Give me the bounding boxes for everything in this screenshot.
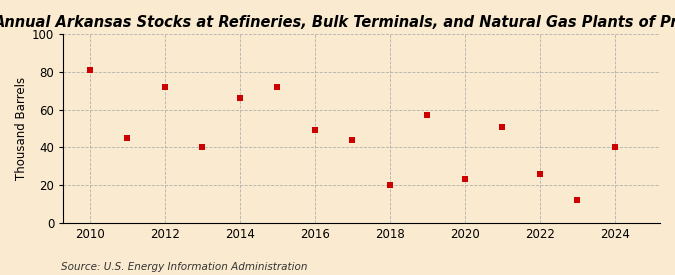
Text: Source: U.S. Energy Information Administration: Source: U.S. Energy Information Administ… bbox=[61, 262, 307, 272]
Point bbox=[122, 136, 132, 140]
Point bbox=[422, 113, 433, 117]
Y-axis label: Thousand Barrels: Thousand Barrels bbox=[15, 77, 28, 180]
Point bbox=[610, 145, 620, 150]
Point bbox=[197, 145, 208, 150]
Title: Annual Arkansas Stocks at Refineries, Bulk Terminals, and Natural Gas Plants of : Annual Arkansas Stocks at Refineries, Bu… bbox=[0, 15, 675, 30]
Point bbox=[572, 198, 583, 202]
Point bbox=[497, 124, 508, 129]
Point bbox=[309, 128, 320, 133]
Point bbox=[347, 138, 358, 142]
Point bbox=[535, 172, 545, 176]
Point bbox=[460, 177, 470, 182]
Point bbox=[385, 183, 396, 187]
Point bbox=[272, 85, 283, 89]
Point bbox=[84, 68, 95, 72]
Point bbox=[234, 96, 245, 100]
Point bbox=[159, 85, 170, 89]
